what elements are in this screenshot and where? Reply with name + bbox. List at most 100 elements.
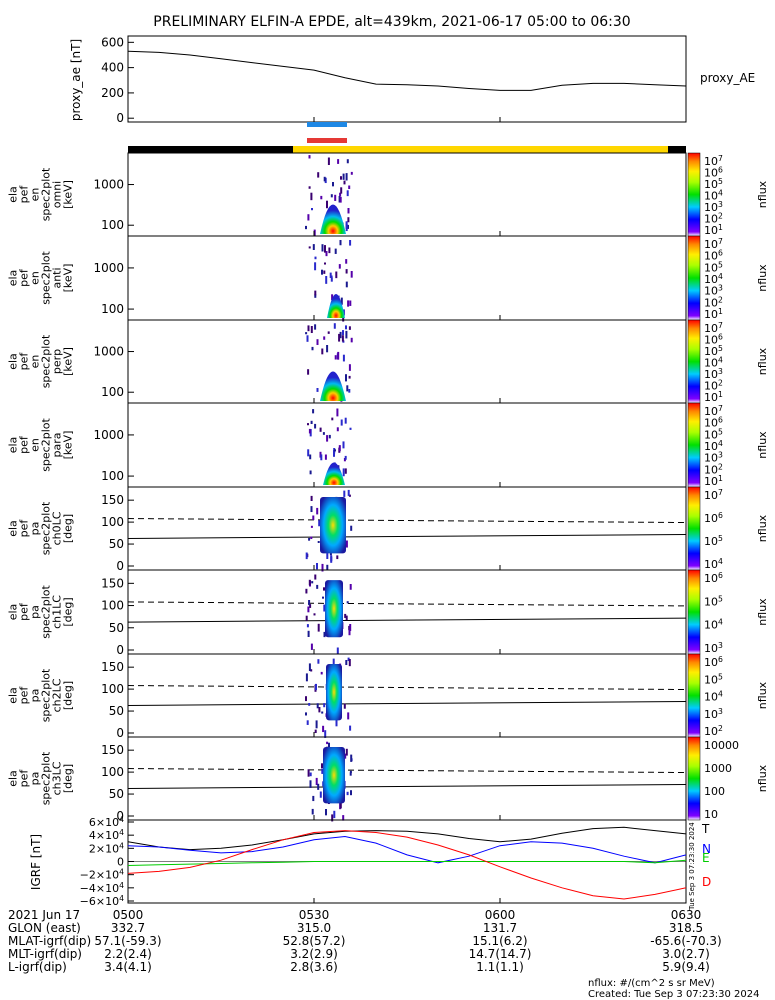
proxy-ae-line bbox=[127, 50, 687, 91]
spectrogram-pixel bbox=[337, 159, 340, 164]
spectrogram-pixel bbox=[323, 604, 326, 612]
colorbar-label: nflux bbox=[756, 347, 769, 375]
colorbar-label: nflux bbox=[756, 264, 769, 292]
colorbar-tick-label: 102 bbox=[704, 379, 723, 393]
spectrogram-pixel bbox=[326, 564, 329, 571]
spectrogram-pixel bbox=[331, 814, 334, 822]
spectrogram-pixel bbox=[307, 449, 310, 457]
colorbar: 107 106 105 104 nflux bbox=[687, 486, 769, 571]
colorbar-tick-label: 107 bbox=[704, 321, 723, 335]
colorbar-tick-label: 105 bbox=[704, 672, 723, 686]
panel-ylabel-word: ela bbox=[7, 520, 20, 537]
colorbar-tick-label: 101 bbox=[704, 223, 723, 237]
colorbar-tick-label: 106 bbox=[704, 166, 723, 180]
spectrogram-pixel bbox=[310, 506, 313, 513]
igrf-ylabel: IGRF [nT] bbox=[29, 834, 43, 890]
panel-frame bbox=[127, 235, 687, 321]
colorbar-label: nflux bbox=[756, 180, 769, 208]
colorbar-tick-label: 106 bbox=[704, 511, 723, 525]
spectrogram-pixel bbox=[332, 658, 335, 665]
spectrogram-pixel bbox=[339, 802, 342, 809]
panel-ylabel-word: pef bbox=[18, 769, 31, 788]
spectrogram-pixel bbox=[343, 490, 346, 497]
panel-ylabel-word: spec2plot bbox=[40, 251, 53, 305]
col2-lshell: 1.1(1.1) bbox=[476, 960, 524, 974]
spectrogram-pixel bbox=[333, 810, 336, 819]
spectrogram-pixel bbox=[309, 604, 312, 608]
spectrogram-pixel bbox=[340, 187, 343, 194]
colorbar-gradient bbox=[687, 152, 701, 237]
spectrogram-pixel bbox=[308, 600, 311, 606]
colorbar: 106 105 104 103 nflux bbox=[687, 569, 769, 655]
colorbar-tick-label: 101 bbox=[704, 474, 723, 488]
spectrogram-pixel bbox=[345, 540, 348, 548]
spectrogram-blob bbox=[320, 371, 346, 401]
spectrogram-pixel bbox=[344, 468, 347, 474]
spectrogram-pixel bbox=[328, 742, 330, 748]
panel-ylabel-word: [deg] bbox=[62, 514, 75, 543]
spectrogram-pixel bbox=[324, 245, 326, 253]
panel-ylabel-word: en bbox=[29, 355, 42, 369]
col0-glon: 332.7 bbox=[111, 921, 145, 935]
colorbar-tick-label: 10000 bbox=[704, 739, 739, 752]
colorbar-tick-label: 105 bbox=[704, 344, 723, 358]
spectrogram-pixel bbox=[345, 660, 348, 666]
spectrogram-pixel bbox=[308, 155, 311, 159]
spectrogram-pixel bbox=[347, 224, 349, 229]
spectrogram-pixel bbox=[314, 423, 317, 429]
spectrogram-pixel bbox=[306, 720, 309, 725]
spectrogram-pixel bbox=[338, 196, 341, 203]
col2-mlt: 14.7(14.7) bbox=[469, 947, 532, 961]
spectrogram-pixel bbox=[323, 336, 326, 340]
colorbar-label: nflux bbox=[756, 764, 769, 792]
panel-tick-label: 1000 bbox=[93, 345, 124, 359]
proxy-ae-tick-label: 200 bbox=[101, 86, 124, 100]
spectrogram-pixel bbox=[339, 192, 342, 197]
colorbar-tick-label: 103 bbox=[704, 641, 723, 655]
spectrogram-pixel bbox=[327, 331, 330, 334]
colorbar-gradient bbox=[687, 402, 701, 488]
spectrogram-pixel bbox=[322, 432, 325, 435]
panel-ylabel-word: pef bbox=[18, 519, 31, 538]
spectrogram-pixel bbox=[344, 753, 347, 759]
spectrogram-pixel bbox=[348, 326, 351, 330]
panel-ylabel-word: omni bbox=[51, 181, 64, 208]
spectrogram-pixel bbox=[307, 369, 310, 375]
colorbar-gradient bbox=[687, 736, 701, 821]
col3-mlat: -65.6(-70.3) bbox=[650, 934, 721, 948]
loss-cone-solid-line bbox=[127, 700, 687, 706]
spectrogram-pixel bbox=[314, 290, 317, 296]
spectrogram-pixel bbox=[305, 712, 307, 716]
proxy-ae-tick-label: 0 bbox=[116, 111, 124, 125]
spectrogram-pixel bbox=[345, 615, 348, 621]
spectrogram-pixel bbox=[317, 172, 320, 178]
proxy-ae-legend: proxy_AE bbox=[700, 71, 755, 85]
spectrogram-pixel bbox=[308, 186, 311, 189]
panel-ylabel-word: anti bbox=[51, 267, 64, 288]
spectrogram-pixel bbox=[349, 584, 352, 590]
spectrogram-pixel bbox=[319, 791, 322, 798]
figure-title: PRELIMINARY ELFIN-A EPDE, alt=439km, 202… bbox=[153, 14, 630, 30]
panel-tick-label: 0 bbox=[116, 726, 124, 740]
panel-ylabel-word: [deg] bbox=[62, 681, 75, 710]
spectrogram-pixel bbox=[346, 385, 349, 392]
colorbar-label: nflux bbox=[756, 681, 769, 709]
col0-mlt: 2.2(2.4) bbox=[104, 947, 152, 961]
spectrogram-pixel bbox=[307, 423, 309, 426]
spectrogram-pixel bbox=[349, 240, 352, 246]
colorbar-gradient bbox=[687, 569, 701, 655]
spectrogram-pixel bbox=[307, 325, 310, 332]
igrf-series-e bbox=[127, 859, 687, 866]
row-label-lshell: L-igrf(dip) bbox=[8, 960, 67, 974]
panel-ylabel-word: [keV] bbox=[62, 180, 75, 209]
igrf-legend-t: T bbox=[701, 822, 710, 836]
spectrogram-pixel bbox=[317, 623, 320, 632]
spectrogram-pixel bbox=[334, 248, 337, 254]
panel-ylabel-word: spec2plot bbox=[40, 418, 53, 472]
spectrogram-pixel bbox=[334, 355, 337, 360]
spectrogram-pixel bbox=[345, 374, 347, 382]
col3-mlt: 3.0(2.7) bbox=[662, 947, 710, 961]
